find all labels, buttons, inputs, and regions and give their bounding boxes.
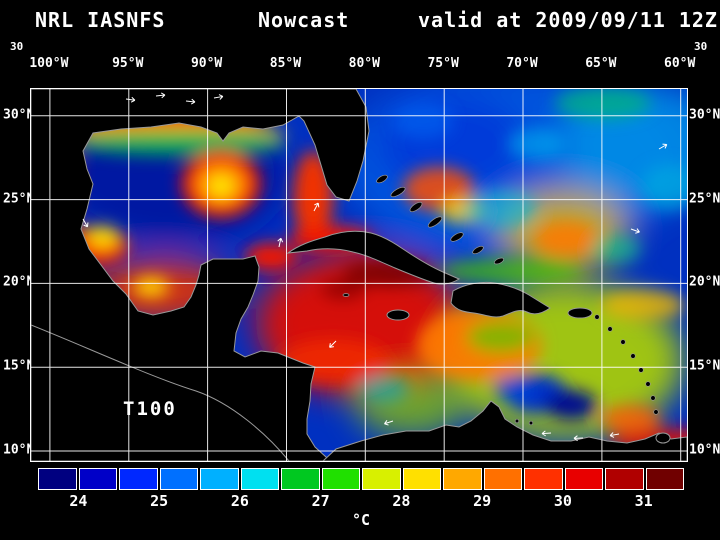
colorbar-segment xyxy=(645,468,684,490)
colorbar xyxy=(38,468,684,490)
colorbar-tick: 26 xyxy=(230,492,249,510)
lat-label: 30°N xyxy=(689,107,720,123)
bahamas-islands xyxy=(376,174,504,265)
lon-label: 90°W xyxy=(190,56,223,71)
colorbar-segment xyxy=(119,468,158,490)
lat-label: 25°N xyxy=(689,191,720,207)
south-america-landmass xyxy=(322,400,687,461)
map-variable-label: T100 xyxy=(123,398,177,420)
colorbar-tick: 28 xyxy=(392,492,411,510)
colorbar-segment xyxy=(564,468,603,490)
lat-label: 25°N xyxy=(3,191,35,207)
colorbar-tick: 25 xyxy=(150,492,169,510)
jamaica-island xyxy=(386,309,410,321)
lat-label: 15°N xyxy=(3,358,35,374)
lat-label: 10°N xyxy=(3,442,35,458)
title-model: NRL IASNFS xyxy=(35,8,166,32)
map-frame: T100 xyxy=(30,88,688,462)
colorbar-tick: 24 xyxy=(69,492,88,510)
colorbar-segment xyxy=(281,468,320,490)
trinidad-island xyxy=(655,432,671,444)
lesser-antilles-islands xyxy=(342,293,659,426)
lon-label: 70°W xyxy=(506,56,538,71)
lon-label: 75°W xyxy=(427,56,459,71)
colorbar-segment xyxy=(483,468,522,490)
lat-label: 10°N xyxy=(689,442,720,458)
lon-label: 65°W xyxy=(585,56,617,71)
colorbar-segment xyxy=(159,468,198,490)
grid-lines xyxy=(31,89,687,461)
colorbar-segment xyxy=(321,468,360,490)
lon-label: 85°W xyxy=(269,56,302,71)
lon-label: 95°W xyxy=(112,56,144,71)
land-masses xyxy=(31,89,687,461)
colorbar-tick: 27 xyxy=(311,492,330,510)
colorbar-segment xyxy=(240,468,279,490)
colorbar-segment xyxy=(605,468,644,490)
colorbar-unit: °C xyxy=(351,511,371,529)
lat-label: 30°N xyxy=(3,107,35,123)
colorbar-segment xyxy=(38,468,77,490)
colorbar-segment xyxy=(78,468,117,490)
lon-label: 60°W xyxy=(664,56,696,71)
colorbar-segment xyxy=(402,468,441,490)
colorbar-tick: 29 xyxy=(473,492,492,510)
puerto-rico-island xyxy=(567,307,593,319)
colorbar-segment xyxy=(362,468,401,490)
colorbar-tick: 31 xyxy=(634,492,653,510)
lat-label: 20°N xyxy=(3,274,35,290)
title-product: Nowcast xyxy=(258,8,350,32)
reference-vector-label-left: 30 xyxy=(10,40,24,53)
cuba-island xyxy=(286,230,461,285)
colorbar-segment xyxy=(443,468,482,490)
lon-label: 80°W xyxy=(348,56,380,71)
title-valid-time: valid at 2009/09/11 12Z xyxy=(418,8,718,32)
lon-label: 100°W xyxy=(29,56,69,71)
reference-vector-label-right: 30 xyxy=(694,40,708,53)
colorbar-segment xyxy=(200,468,239,490)
colorbar-tick: 30 xyxy=(553,492,572,510)
pacific-coastline xyxy=(31,324,290,461)
colorbar-segment xyxy=(524,468,563,490)
lat-label: 20°N xyxy=(689,274,720,290)
temperature-map: T100 xyxy=(31,89,687,461)
lat-label: 15°N xyxy=(689,358,720,374)
